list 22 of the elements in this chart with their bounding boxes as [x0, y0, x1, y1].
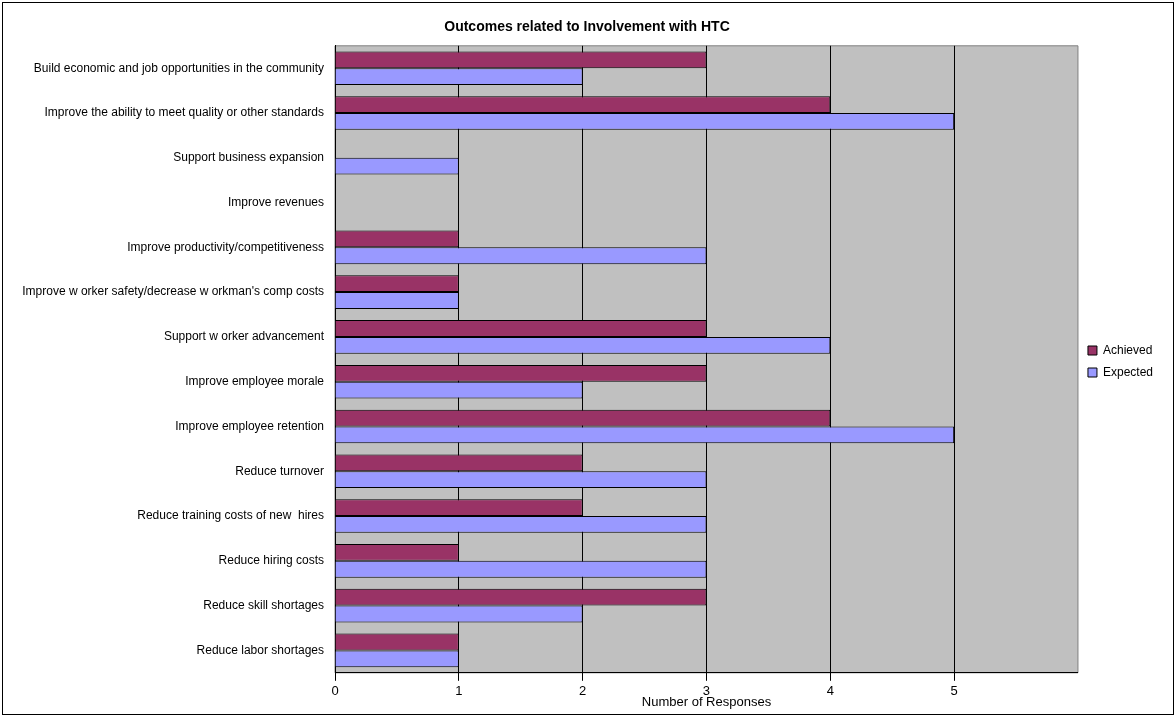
x-tick-label: 2 [579, 683, 587, 699]
y-tick-label: Improve revenues [227, 194, 324, 209]
y-tick-label: Support business expansion [173, 150, 324, 165]
x-tick-label: 0 [331, 683, 339, 699]
y-tick-label: Reduce training costs of new hires [137, 508, 324, 523]
y-tick-label: Reduce hiring costs [218, 553, 324, 568]
legend-label: Expected [1102, 364, 1154, 379]
y-tick-label: Improve employee morale [185, 374, 325, 389]
y-tick-label: Reduce labor shortages [196, 642, 324, 657]
y-tick-label: Reduce turnover [235, 463, 324, 478]
x-tick-label: 1 [455, 683, 463, 699]
y-tick-label: Reduce skill shortages [203, 597, 324, 612]
y-tick-label: Improve the ability to meet quality or other standards [44, 105, 324, 120]
x-tick-label: 5 [950, 683, 958, 699]
y-tick-label: Improve employee retention [175, 418, 324, 433]
y-tick-label: Improve w orker safety/decrease w orkman's comp costs [22, 284, 324, 299]
y-tick-label: Improve productivity/competitiveness [127, 239, 324, 254]
legend-label: Achieved [1102, 342, 1153, 357]
chart-title: Outcomes related to Involvement with HTC [444, 18, 730, 35]
y-tick-label: Build economic and job opportunities in the community [33, 60, 324, 75]
y-tick-label: Support w orker advancement [163, 329, 325, 344]
x-tick-label: 4 [826, 683, 834, 699]
